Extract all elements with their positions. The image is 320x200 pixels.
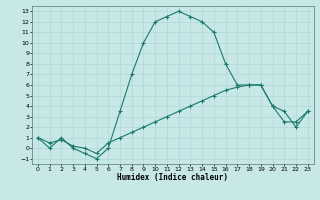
X-axis label: Humidex (Indice chaleur): Humidex (Indice chaleur) [117, 173, 228, 182]
